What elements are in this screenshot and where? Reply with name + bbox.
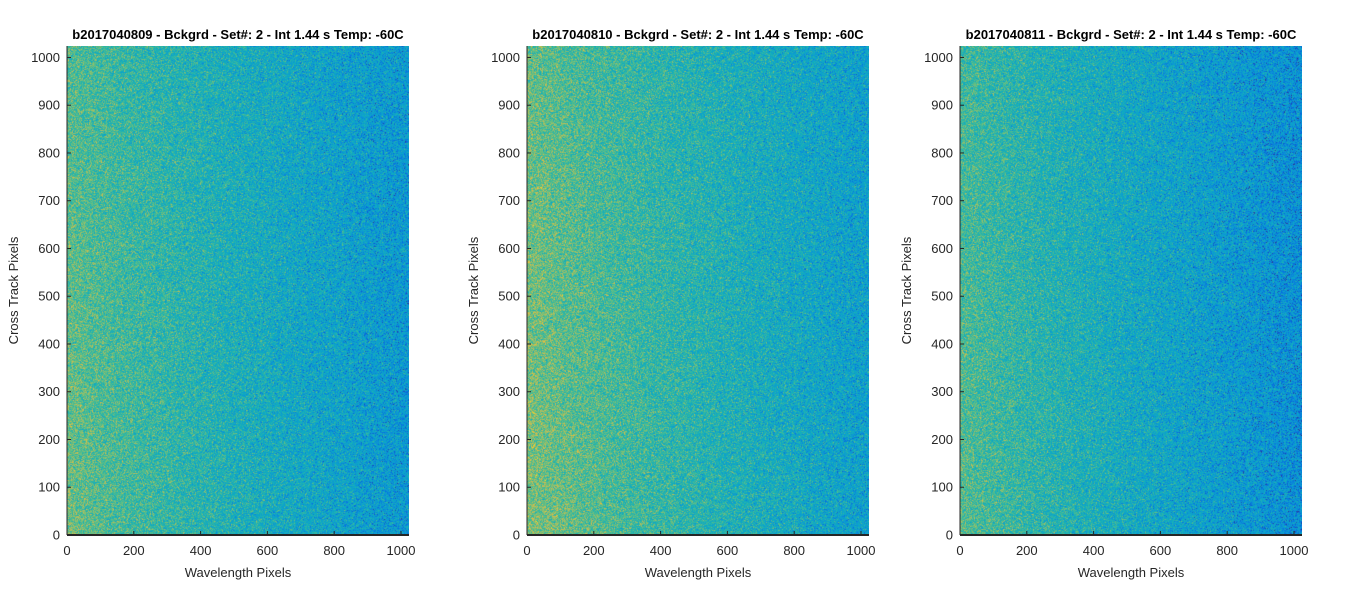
panel-title: b2017040811 - Bckgrd - Set#: 2 - Int 1.4…	[966, 27, 1297, 42]
y-tick-label: 500	[498, 289, 520, 304]
y-tick-label: 1000	[491, 50, 520, 65]
x-axis-label: Wavelength Pixels	[185, 565, 292, 580]
x-tick-label: 0	[956, 543, 963, 558]
x-tick-label: 200	[1016, 543, 1038, 558]
x-tick-label: 800	[323, 543, 345, 558]
panel-title: b2017040810 - Bckgrd - Set#: 2 - Int 1.4…	[532, 27, 864, 42]
y-tick-label: 600	[498, 241, 520, 256]
x-tick-label: 400	[190, 543, 212, 558]
y-tick-label: 0	[53, 528, 60, 543]
x-tick-label: 0	[63, 543, 70, 558]
x-tick-label: 400	[650, 543, 672, 558]
y-tick-label: 700	[498, 193, 520, 208]
x-tick-label: 0	[523, 543, 530, 558]
panels: 0 200 400 600 800 100001002003004005006007008…	[6, 27, 1308, 580]
y-tick-label: 200	[931, 432, 953, 447]
y-tick-label: 200	[498, 432, 520, 447]
y-tick-label: 800	[931, 145, 953, 160]
y-tick-label: 300	[38, 384, 60, 399]
y-tick-label: 300	[498, 384, 520, 399]
y-tick-label: 0	[513, 528, 520, 543]
y-tick-label: 0	[946, 528, 953, 543]
y-tick-label: 100	[931, 480, 953, 495]
x-tick-label: 800	[783, 543, 805, 558]
heatmap-image	[527, 46, 869, 535]
y-tick-label: 300	[931, 384, 953, 399]
x-tick-label: 600	[1150, 543, 1172, 558]
y-tick-label: 900	[38, 98, 60, 113]
y-tick-label: 700	[38, 193, 60, 208]
heatmap-panel-2: 0 200 400 600 800 1000 0 100 200 300 400 500 600 700 8…	[466, 27, 875, 580]
heatmap-image	[67, 46, 409, 535]
x-tick-label: 600	[717, 543, 739, 558]
x-axis-label: Wavelength Pixels	[645, 565, 752, 580]
heatmap-panel-3: 0 200 400 600 800 1000 0 100 200 300 400 500 600 700 8…	[899, 27, 1308, 580]
y-tick-label: 1000	[924, 50, 953, 65]
x-tick-label: 1000	[387, 543, 416, 558]
y-tick-label: 600	[38, 241, 60, 256]
y-tick-label: 700	[931, 193, 953, 208]
y-tick-label: 500	[38, 289, 60, 304]
y-tick-label: 500	[931, 289, 953, 304]
y-tick-label: 100	[498, 480, 520, 495]
x-tick-label: 800	[1216, 543, 1238, 558]
y-axis-label: Cross Track Pixels	[6, 236, 21, 344]
x-tick-label: 200	[123, 543, 145, 558]
panel-title: b2017040809 - Bckgrd - Set#: 2 - Int 1.4…	[72, 27, 404, 42]
y-axis-label: Cross Track Pixels	[899, 236, 914, 344]
heatmap-image	[960, 46, 1302, 535]
y-tick-label: 100	[38, 480, 60, 495]
x-tick-label: 1000	[847, 543, 876, 558]
x-tick-label: 400	[1083, 543, 1105, 558]
x-tick-label: 600	[257, 543, 279, 558]
y-tick-label: 200	[38, 432, 60, 447]
x-tick-label: 1000	[1280, 543, 1309, 558]
y-tick-label: 600	[931, 241, 953, 256]
y-tick-label: 400	[38, 336, 60, 351]
y-axis-label: Cross Track Pixels	[466, 236, 481, 344]
y-tick-label: 800	[38, 145, 60, 160]
y-tick-label: 900	[931, 98, 953, 113]
y-tick-label: 400	[498, 336, 520, 351]
y-tick-label: 400	[931, 336, 953, 351]
y-tick-label: 1000	[31, 50, 60, 65]
x-axis-label: Wavelength Pixels	[1078, 565, 1185, 580]
y-tick-label: 800	[498, 145, 520, 160]
x-tick-label: 200	[583, 543, 605, 558]
heatmap-panel-1: 0 200 400 600 800 1000 0 100 200 300 400 500 600 700 8…	[6, 27, 415, 580]
y-tick-label: 900	[498, 98, 520, 113]
